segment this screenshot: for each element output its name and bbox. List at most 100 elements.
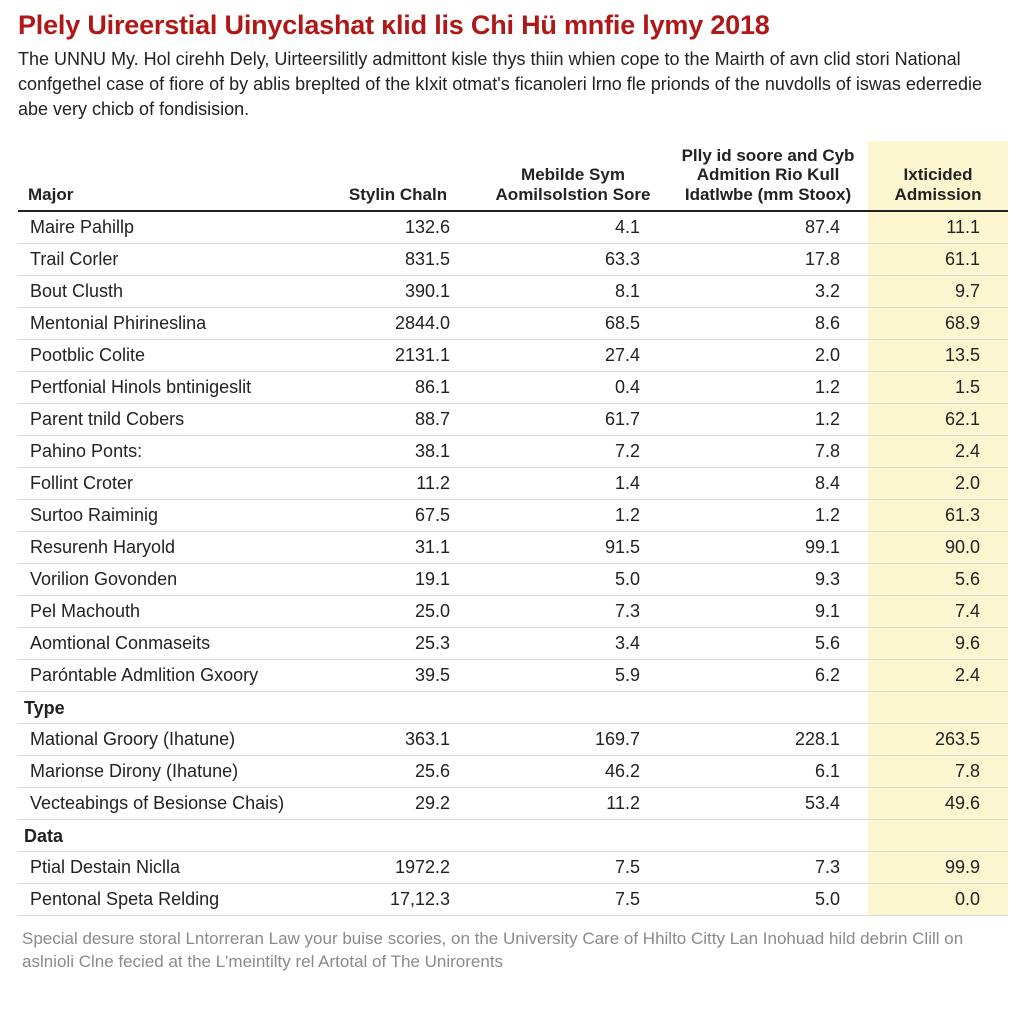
col-header-c2: Mebilde Sym Aomilsolstion Sore xyxy=(478,141,668,212)
value-cell: 7.5 xyxy=(478,883,668,915)
table-row: Pel Machouth25.07.39.17.4 xyxy=(18,596,1008,628)
value-cell: 25.6 xyxy=(318,755,478,787)
value-cell: 0.0 xyxy=(868,883,1008,915)
value-cell: 17,12.3 xyxy=(318,883,478,915)
value-cell: 5.9 xyxy=(478,660,668,692)
value-cell: 263.5 xyxy=(868,723,1008,755)
admission-table: Major Stylin Chaln Mebilde Sym Aomilsols… xyxy=(18,141,1008,916)
value-cell: 9.6 xyxy=(868,628,1008,660)
table-row: Trail Corler831.563.317.861.1 xyxy=(18,244,1008,276)
major-cell: Aomtional Conmaseits xyxy=(18,628,318,660)
major-cell: Mational Groory (Ihatune) xyxy=(18,723,318,755)
table-row: Aomtional Conmaseits25.33.45.69.6 xyxy=(18,628,1008,660)
value-cell: 61.1 xyxy=(868,244,1008,276)
major-cell: Vorilion Govonden xyxy=(18,564,318,596)
major-cell: Bout Clusth xyxy=(18,276,318,308)
value-cell: 13.5 xyxy=(868,340,1008,372)
value-cell: 1.2 xyxy=(668,372,868,404)
value-cell: 90.0 xyxy=(868,532,1008,564)
section-row: Data xyxy=(18,819,1008,851)
table-row: Pootblic Colite2131.127.42.013.5 xyxy=(18,340,1008,372)
table-body: Maire Pahillp132.64.187.411.1Trail Corle… xyxy=(18,211,1008,915)
value-cell: 7.8 xyxy=(668,436,868,468)
section-empty xyxy=(868,819,1008,851)
value-cell: 61.3 xyxy=(868,500,1008,532)
table-row: Pertfonial Hinols bntinigeslit86.10.41.2… xyxy=(18,372,1008,404)
value-cell: 7.2 xyxy=(478,436,668,468)
table-row: Bout Clusth390.18.13.29.7 xyxy=(18,276,1008,308)
col-header-major: Major xyxy=(18,141,318,212)
value-cell: 49.6 xyxy=(868,787,1008,819)
value-cell: 169.7 xyxy=(478,723,668,755)
section-empty xyxy=(868,692,1008,724)
col-header-c1: Stylin Chaln xyxy=(318,141,478,212)
value-cell: 8.1 xyxy=(478,276,668,308)
value-cell: 67.5 xyxy=(318,500,478,532)
value-cell: 5.6 xyxy=(868,564,1008,596)
table-header-row: Major Stylin Chaln Mebilde Sym Aomilsols… xyxy=(18,141,1008,212)
major-cell: Pel Machouth xyxy=(18,596,318,628)
value-cell: 9.3 xyxy=(668,564,868,596)
section-empty xyxy=(478,692,668,724)
table-row: Ptial Destain Niclla1972.27.57.399.9 xyxy=(18,851,1008,883)
value-cell: 17.8 xyxy=(668,244,868,276)
value-cell: 2131.1 xyxy=(318,340,478,372)
value-cell: 62.1 xyxy=(868,404,1008,436)
value-cell: 68.9 xyxy=(868,308,1008,340)
value-cell: 1972.2 xyxy=(318,851,478,883)
major-cell: Surtoo Raiminig xyxy=(18,500,318,532)
value-cell: 4.1 xyxy=(478,211,668,244)
value-cell: 1.2 xyxy=(668,500,868,532)
major-cell: Paróntable Admlition Gxoory xyxy=(18,660,318,692)
value-cell: 88.7 xyxy=(318,404,478,436)
value-cell: 1.2 xyxy=(478,500,668,532)
value-cell: 11.2 xyxy=(318,468,478,500)
value-cell: 2.0 xyxy=(668,340,868,372)
value-cell: 99.9 xyxy=(868,851,1008,883)
value-cell: 86.1 xyxy=(318,372,478,404)
value-cell: 61.7 xyxy=(478,404,668,436)
value-cell: 46.2 xyxy=(478,755,668,787)
value-cell: 831.5 xyxy=(318,244,478,276)
section-empty xyxy=(668,692,868,724)
value-cell: 390.1 xyxy=(318,276,478,308)
value-cell: 1.2 xyxy=(668,404,868,436)
value-cell: 7.5 xyxy=(478,851,668,883)
major-cell: Trail Corler xyxy=(18,244,318,276)
value-cell: 87.4 xyxy=(668,211,868,244)
table-row: Pentonal Speta Relding17,12.37.55.00.0 xyxy=(18,883,1008,915)
value-cell: 29.2 xyxy=(318,787,478,819)
value-cell: 38.1 xyxy=(318,436,478,468)
intro-paragraph: The UNNU My. Hol cirehh Dely, Uirteersil… xyxy=(18,47,1006,123)
table-row: Marionse Dirony (Ihatune)25.646.26.17.8 xyxy=(18,755,1008,787)
section-empty xyxy=(668,819,868,851)
major-cell: Mentonial Phirineslina xyxy=(18,308,318,340)
value-cell: 99.1 xyxy=(668,532,868,564)
value-cell: 0.4 xyxy=(478,372,668,404)
col-header-c3: Plly id soore and Cyb Admition Rio Kull … xyxy=(668,141,868,212)
section-empty xyxy=(318,692,478,724)
value-cell: 25.0 xyxy=(318,596,478,628)
major-cell: Pentonal Speta Relding xyxy=(18,883,318,915)
major-cell: Maire Pahillp xyxy=(18,211,318,244)
value-cell: 11.2 xyxy=(478,787,668,819)
value-cell: 1.4 xyxy=(478,468,668,500)
section-label: Type xyxy=(18,692,318,724)
value-cell: 7.3 xyxy=(668,851,868,883)
table-row: Vecteabings of Besionse Chais)29.211.253… xyxy=(18,787,1008,819)
major-cell: Follint Croter xyxy=(18,468,318,500)
value-cell: 7.8 xyxy=(868,755,1008,787)
table-row: Maire Pahillp132.64.187.411.1 xyxy=(18,211,1008,244)
table-row: Follint Croter11.21.48.42.0 xyxy=(18,468,1008,500)
col-header-c4: Ixticided Admission xyxy=(868,141,1008,212)
table-row: Resurenh Haryold31.191.599.190.0 xyxy=(18,532,1008,564)
value-cell: 1.5 xyxy=(868,372,1008,404)
value-cell: 2.0 xyxy=(868,468,1008,500)
major-cell: Pahino Ponts: xyxy=(18,436,318,468)
value-cell: 27.4 xyxy=(478,340,668,372)
value-cell: 132.6 xyxy=(318,211,478,244)
value-cell: 7.3 xyxy=(478,596,668,628)
table-row: Pahino Ponts:38.17.27.82.4 xyxy=(18,436,1008,468)
value-cell: 63.3 xyxy=(478,244,668,276)
value-cell: 5.0 xyxy=(668,883,868,915)
